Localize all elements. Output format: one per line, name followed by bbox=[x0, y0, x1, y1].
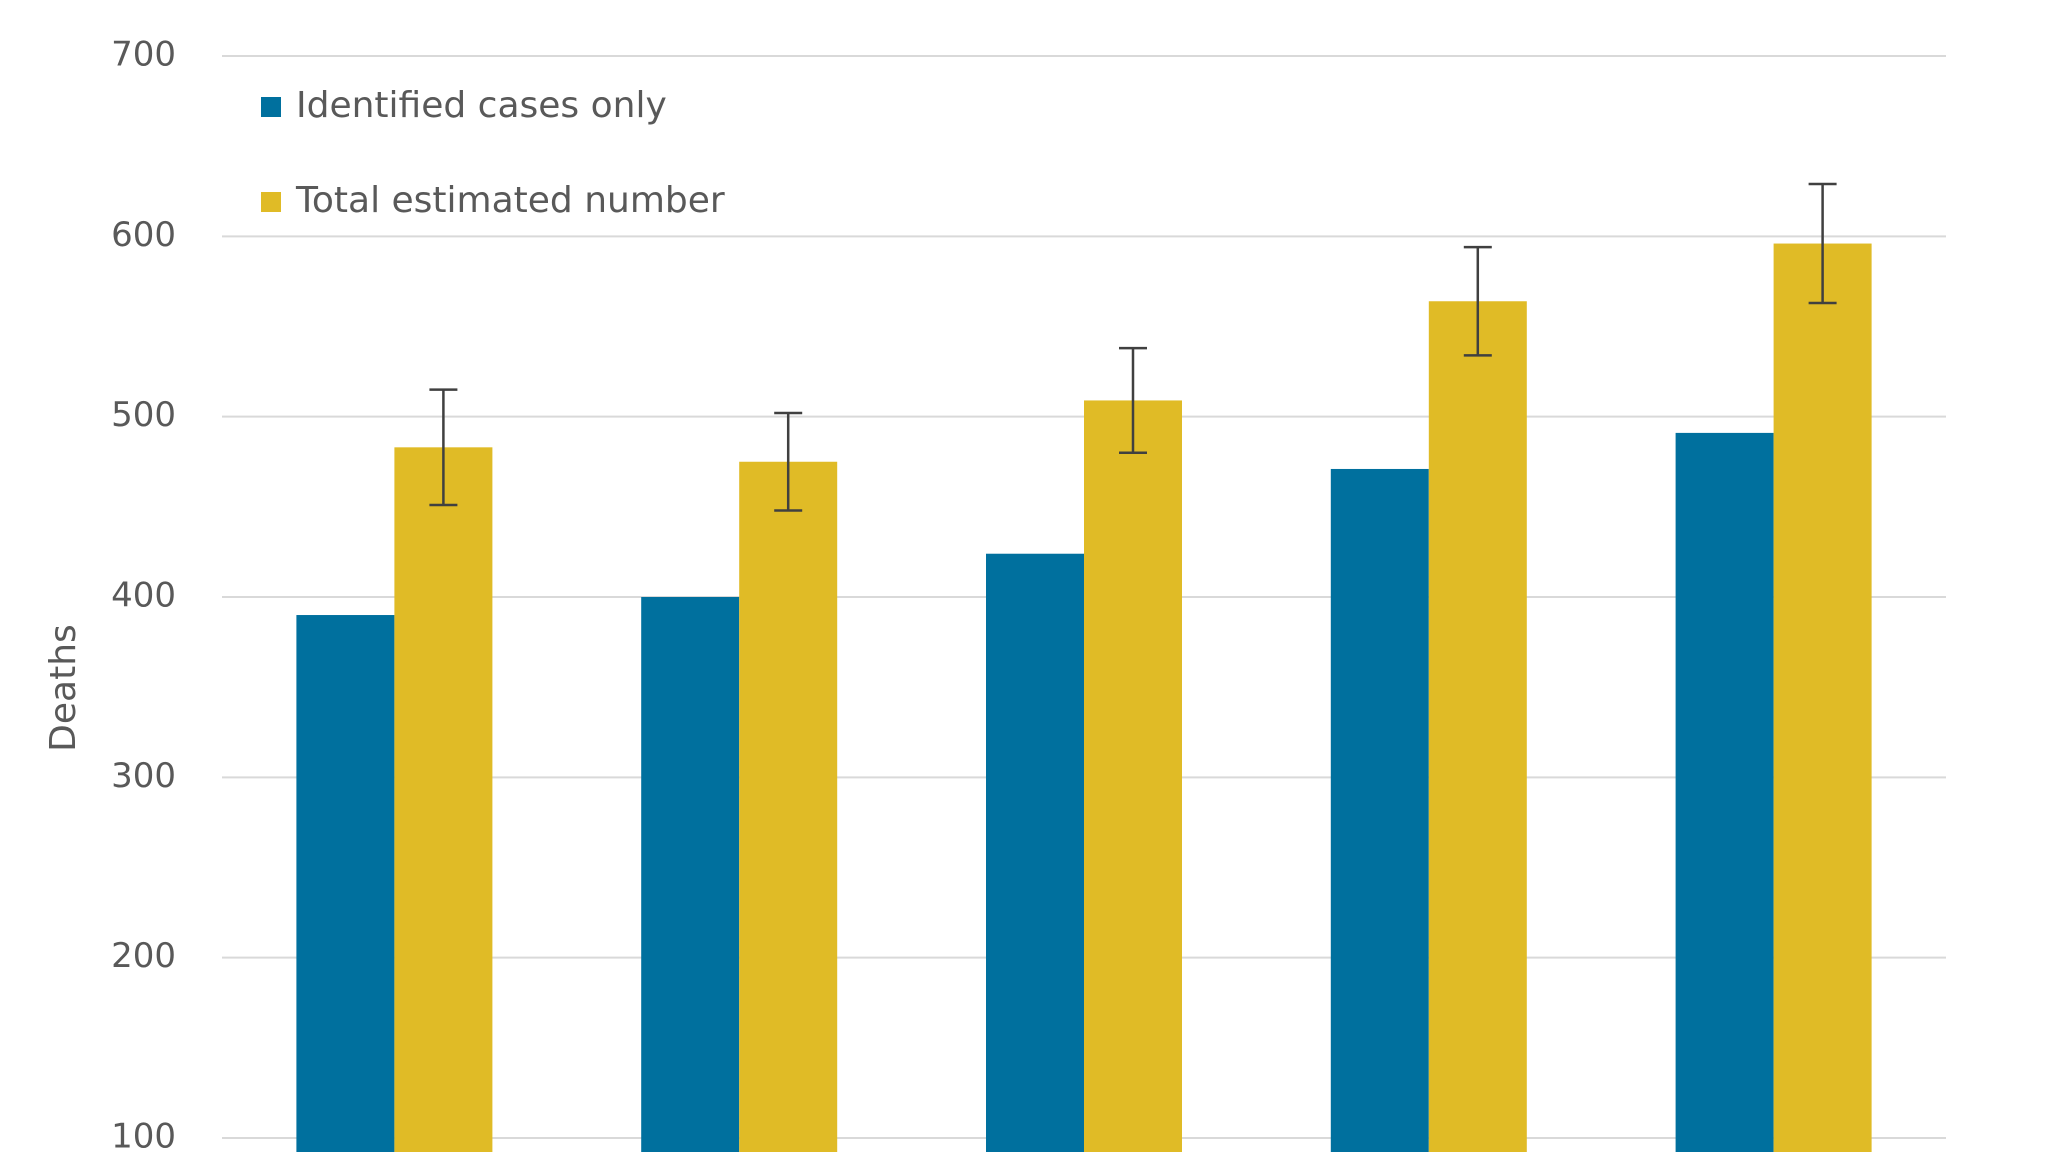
y-axis-label: Deaths bbox=[43, 624, 84, 752]
error-bar bbox=[1463, 245, 1492, 357]
bar bbox=[296, 615, 395, 1152]
error-bar bbox=[774, 411, 803, 512]
y-tick-label: 200 bbox=[111, 936, 176, 976]
y-tick-label: 500 bbox=[111, 395, 176, 435]
error-bar bbox=[1808, 182, 1837, 305]
error-bar bbox=[429, 388, 458, 507]
bar bbox=[986, 553, 1084, 1152]
legend-swatch bbox=[261, 97, 281, 117]
legend-swatch bbox=[261, 192, 281, 212]
legend-label: Total estimated number bbox=[295, 180, 725, 221]
legend-label: Identified cases only bbox=[296, 85, 667, 126]
bar bbox=[739, 461, 838, 1152]
bar bbox=[641, 597, 740, 1152]
bar bbox=[1675, 432, 1774, 1152]
bar bbox=[1773, 243, 1872, 1152]
bar bbox=[1330, 468, 1429, 1152]
bar bbox=[1428, 301, 1527, 1152]
y-tick-label: 400 bbox=[111, 576, 176, 616]
bar bbox=[394, 447, 493, 1152]
y-tick-label: 100 bbox=[111, 1117, 176, 1152]
y-tick-label: 600 bbox=[111, 215, 176, 255]
error-bar bbox=[1119, 346, 1147, 454]
bar bbox=[1084, 400, 1182, 1152]
y-tick-label: 700 bbox=[111, 35, 176, 75]
y-tick-label: 300 bbox=[111, 756, 176, 796]
